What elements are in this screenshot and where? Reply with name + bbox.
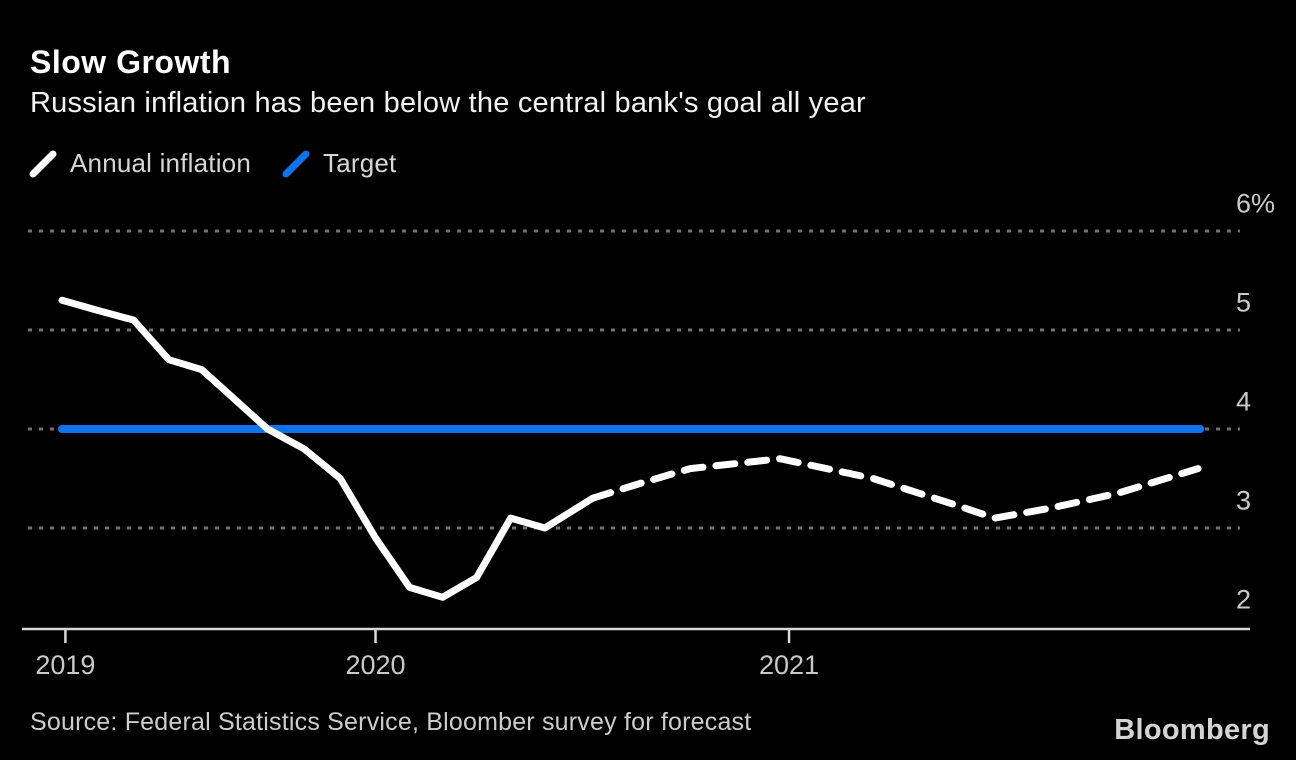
- page-title: Slow Growth: [30, 44, 232, 80]
- y-axis-label-5: 5: [1236, 287, 1252, 318]
- chart-subtitle: Russian inflation has been below the cen…: [30, 87, 866, 119]
- y-axis-label-3: 3: [1236, 485, 1252, 516]
- legend-item-target: Target: [281, 148, 396, 179]
- bloomberg-logo: Bloomberg: [1114, 714, 1270, 746]
- legend-label-target: Target: [323, 148, 397, 178]
- annual-inflation-line-actual: [58, 296, 596, 601]
- legend-label-annual-inflation: Annual inflation: [70, 148, 251, 178]
- y-axis-label-2: 2: [1236, 584, 1252, 615]
- legend-item-annual-inflation: Annual inflation: [28, 148, 251, 179]
- x-axis-label-2020: 2020: [345, 650, 406, 680]
- x-axis-label-2021: 2021: [758, 650, 820, 680]
- legend: Annual inflation Target: [28, 148, 396, 179]
- source-note: Source: Federal Statistics Service, Bloo…: [30, 708, 752, 736]
- y-axis-label-4: 4: [1236, 386, 1252, 417]
- annual-inflation-line-forecast: [589, 455, 1202, 522]
- y-axis-label-6: 6%: [1236, 188, 1276, 219]
- annual-inflation-key-icon: [29, 150, 57, 177]
- target-key-icon: [282, 150, 310, 177]
- x-axis-label-2019: 2019: [35, 650, 96, 680]
